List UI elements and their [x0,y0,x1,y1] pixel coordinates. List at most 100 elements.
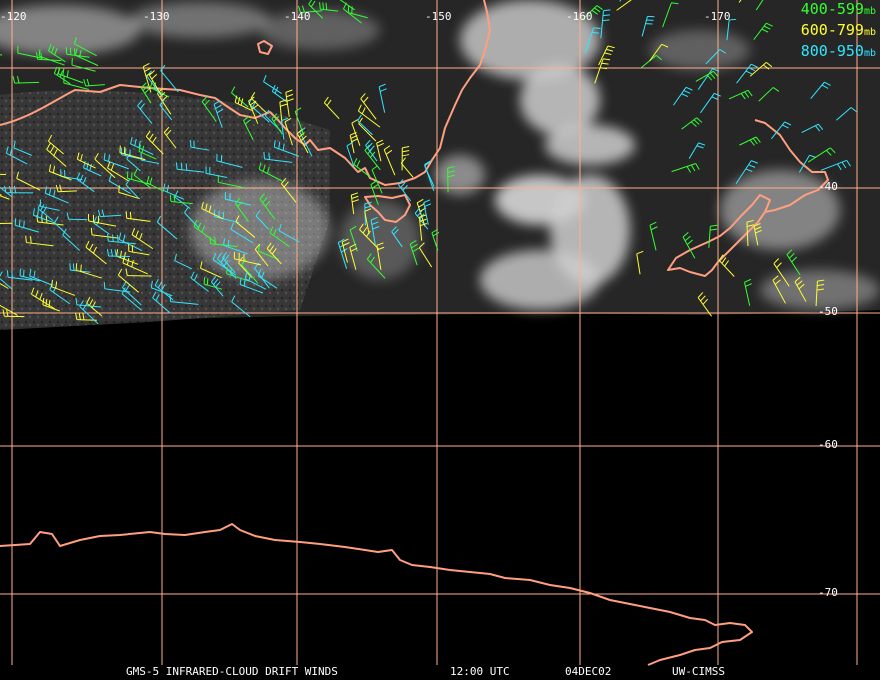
wind-barb [86,296,103,317]
wind-barb [230,222,254,244]
wind-barb [107,161,129,182]
wind-barb [810,81,831,99]
legend-range: 800-950 [800,42,864,60]
wind-barb [371,165,383,194]
wind-barb [233,251,262,266]
wind-barb [0,271,13,290]
wind-barb [14,218,40,233]
wind-barb [130,136,154,155]
wind-barb [0,173,6,175]
wind-barb [319,2,339,12]
wind-barb [758,87,780,102]
wind-barb [213,100,224,128]
wind-barb [378,83,387,113]
wind-barb [221,251,236,274]
wind-barb [424,161,435,187]
wind-barb [190,140,210,151]
wind-barb [418,242,433,268]
wind-barb [212,253,237,276]
wind-barb [231,86,249,108]
wind-barb [160,64,179,93]
wind-barb [235,215,256,238]
wind-barb [308,0,324,19]
legend-unit: mb [863,6,876,17]
wind-barb [213,209,240,224]
wind-barb [184,206,199,229]
wind-barb [359,223,380,250]
legend-entry: 800-950mb [801,42,876,63]
latitude-label: -40 [818,180,838,193]
wind-barb [217,252,237,279]
legend-range: 600-799 [800,21,864,39]
wind-barb [200,261,222,279]
wind-barb [103,281,131,293]
tasmania-coastline [364,194,411,223]
wind-barb [241,258,259,284]
wind-barb [216,153,243,168]
wind-barb [284,117,293,146]
wind-barb [278,224,300,243]
wind-barb [193,219,216,243]
wind-barb [736,63,758,84]
wind-barb [54,216,71,239]
wind-barb [138,144,157,160]
wind-barb [75,312,97,321]
longitude-label: -150 [425,10,452,23]
wind-barb [771,121,792,140]
wind-barb [53,66,71,85]
wind-barb [108,174,131,194]
wind-barb [46,143,67,167]
wind-barb [142,62,153,93]
wind-barb [32,208,56,224]
wind-barb [705,49,727,65]
wind-barb [349,243,358,270]
wind-barb [697,292,712,317]
wind-barb [298,5,323,14]
wind-barb [163,126,177,149]
wind-barb [231,295,251,318]
wind-barb [150,280,173,297]
wind-barb [83,78,105,87]
wind-barb [6,270,33,281]
wind-barb [88,213,117,227]
wind-barb [365,139,378,162]
wind-barb [103,152,129,170]
wind-barb [353,157,371,178]
wind-barb [636,250,644,275]
wind-barb [836,107,857,121]
longitude-label: -120 [0,10,27,23]
wind-barb [73,37,97,57]
wind-barb [126,171,151,185]
wind-barb [12,76,40,84]
wind-barb [708,224,718,248]
wind-barb [224,192,252,206]
wind-barb [238,256,253,278]
wind-barb [13,140,32,156]
wind-barb [263,151,293,163]
wind-barb [418,214,428,241]
wind-barb [131,227,154,250]
wind-barb [357,104,381,128]
wind-barb [119,145,146,160]
wind-barb [254,243,269,267]
wind-barb [801,123,824,133]
footer-caption: GMS-5 INFRARED-CLOUD DRIFT WINDS 12:00 U… [0,665,880,680]
wind-barb [341,238,350,263]
wind-barb [794,276,807,302]
wind-barb [145,130,164,155]
legend-entry: 400-599mb [801,0,876,21]
longitude-label: -140 [284,10,311,23]
wind-barb [423,199,432,225]
wind-barb [323,96,340,120]
wind-barb [398,179,412,202]
wind-barb [44,186,69,204]
wind-barb [85,240,107,265]
wind-barb [146,175,164,192]
wind-barb [376,139,384,162]
wind-barb [47,134,64,155]
wind-barb [243,115,254,141]
wind-barb [117,268,139,293]
wind-barb [271,113,283,135]
latitude-label: -60 [818,438,838,451]
wind-barb [217,175,244,189]
